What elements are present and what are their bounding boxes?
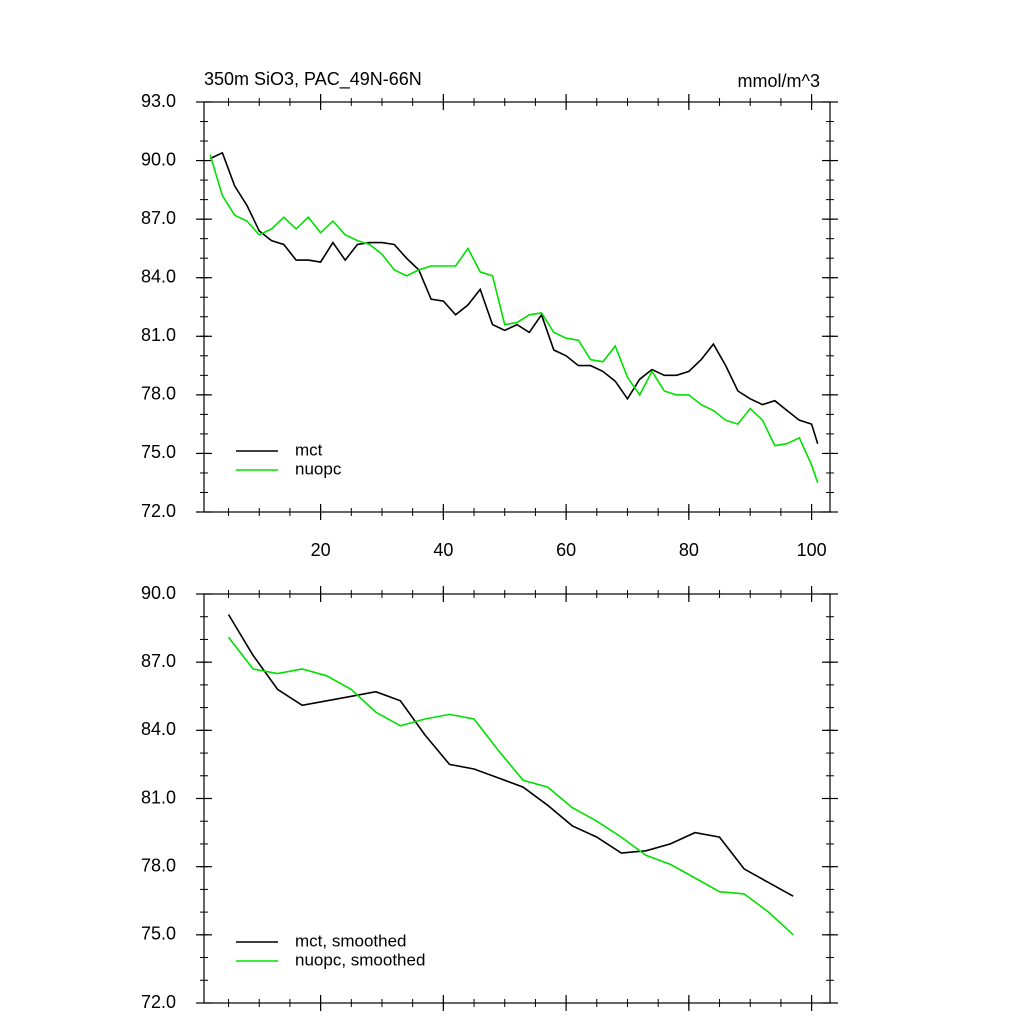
y-tick-label: 78.0 (141, 384, 176, 404)
data-line (227, 636, 794, 936)
x-tick-label: 80 (679, 540, 699, 560)
y-tick-label: 84.0 (141, 266, 176, 286)
y-tick-label: 75.0 (141, 924, 176, 944)
y-tick-label: 90.0 (141, 149, 176, 169)
y-tick-label: 93.0 (141, 91, 176, 111)
y-tick-label: 81.0 (141, 787, 176, 807)
y-tick-label: 90.0 (141, 583, 176, 603)
data-line (209, 154, 819, 483)
y-tick-label: 75.0 (141, 442, 176, 462)
legend-label: nuopc (295, 459, 342, 478)
data-line (227, 614, 794, 897)
chart-title: 350m SiO3, PAC_49N-66N (204, 69, 422, 90)
legend-label: mct (295, 440, 323, 459)
x-tick-label: 40 (433, 540, 453, 560)
y-tick-label: 72.0 (141, 992, 176, 1012)
y-tick-label: 72.0 (141, 501, 176, 521)
units-label: mmol/m^3 (738, 71, 820, 91)
x-tick-label: 20 (311, 540, 331, 560)
plot-frame (203, 101, 831, 513)
y-tick-label: 81.0 (141, 325, 176, 345)
legend-label: nuopc, smoothed (295, 950, 425, 969)
y-tick-label: 84.0 (141, 719, 176, 739)
x-tick-label: 60 (556, 540, 576, 560)
x-tick-label: 100 (797, 540, 827, 560)
data-line (209, 151, 819, 444)
y-tick-label: 78.0 (141, 855, 176, 875)
legend-label: mct, smoothed (295, 931, 407, 950)
y-tick-label: 87.0 (141, 651, 176, 671)
y-tick-label: 87.0 (141, 208, 176, 228)
